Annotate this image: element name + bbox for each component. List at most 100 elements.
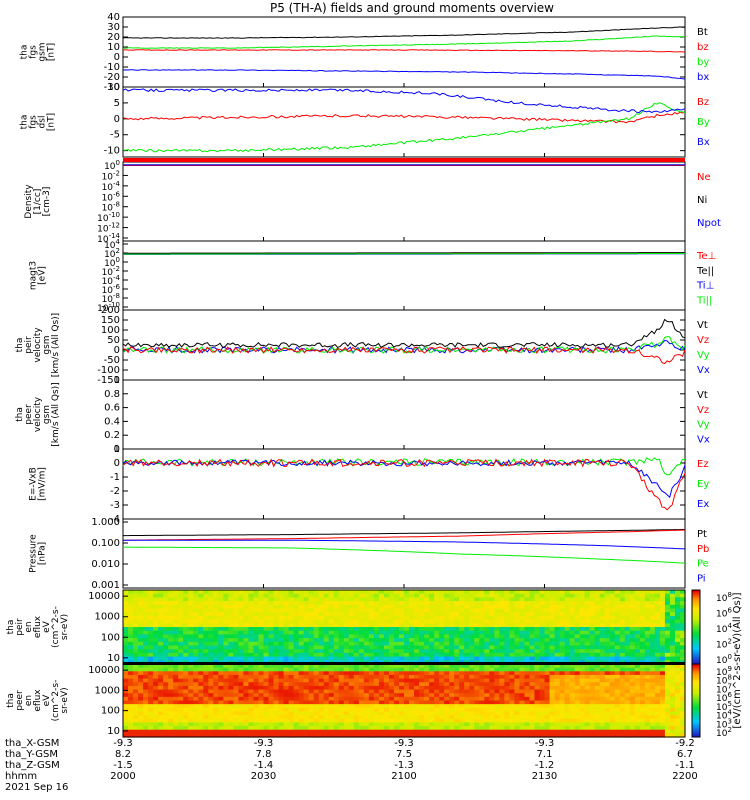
heatmap-cell bbox=[574, 619, 581, 624]
heatmap-cell bbox=[298, 630, 305, 635]
heatmap-cell bbox=[313, 593, 320, 598]
heatmap-cell bbox=[644, 597, 651, 602]
heatmap-cell bbox=[439, 634, 445, 639]
heatmap-cell bbox=[333, 641, 340, 647]
colorbar-cell bbox=[692, 731, 700, 734]
heatmap-cell bbox=[404, 612, 410, 617]
heatmap-cell bbox=[479, 649, 485, 654]
heatmap-cell bbox=[654, 593, 661, 598]
heatmap-cell bbox=[163, 627, 169, 632]
heatmap-cell bbox=[664, 685, 671, 691]
heatmap-cell bbox=[649, 623, 656, 628]
heatmap-cell bbox=[343, 733, 350, 738]
heatmap-cell bbox=[594, 627, 601, 632]
heatmap-cell bbox=[679, 638, 686, 643]
heatmap-cell bbox=[363, 649, 370, 654]
heatmap-cell bbox=[328, 671, 335, 676]
series-line-Bx bbox=[122, 88, 686, 114]
heatmap-cell bbox=[363, 641, 370, 647]
y-tick-label: 5 bbox=[114, 98, 120, 109]
heatmap-cell bbox=[393, 674, 400, 680]
heatmap-cell bbox=[363, 733, 370, 738]
heatmap-cell bbox=[258, 733, 265, 738]
heatmap-cell bbox=[574, 638, 581, 643]
heatmap-cell bbox=[539, 593, 546, 598]
heatmap-cell bbox=[464, 623, 470, 628]
heatmap-cell bbox=[589, 615, 596, 621]
heatmap-cell bbox=[398, 634, 405, 639]
heatmap-cell bbox=[123, 612, 129, 617]
heatmap-cell bbox=[308, 726, 315, 731]
heatmap-cell bbox=[288, 693, 295, 698]
heatmap-cell bbox=[679, 722, 686, 727]
heatmap-cell bbox=[378, 634, 385, 639]
heatmap-cell bbox=[248, 593, 255, 598]
heatmap-cell bbox=[253, 722, 260, 727]
heatmap-cell bbox=[419, 715, 425, 720]
heatmap-cell bbox=[383, 608, 390, 613]
y-tick-label: 50 bbox=[107, 335, 120, 346]
heatmap-cell bbox=[363, 671, 370, 676]
heatmap-cell bbox=[409, 623, 415, 628]
heatmap-cell bbox=[393, 630, 400, 635]
heatmap-cell bbox=[133, 641, 139, 647]
heatmap-cell bbox=[258, 619, 265, 624]
heatmap-cell bbox=[629, 671, 636, 676]
heatmap-cell bbox=[599, 652, 606, 658]
heatmap-cell bbox=[158, 711, 164, 716]
heatmap-cell bbox=[398, 619, 405, 624]
heatmap-cell bbox=[333, 722, 340, 727]
heatmap-cell bbox=[584, 593, 591, 598]
heatmap-cell bbox=[619, 678, 626, 683]
heatmap-cell bbox=[253, 656, 260, 661]
heatmap-cell bbox=[163, 634, 169, 639]
heatmap-cell bbox=[639, 685, 646, 691]
heatmap-cell bbox=[173, 597, 179, 602]
heatmap-cell bbox=[318, 733, 325, 738]
heatmap-cell bbox=[123, 700, 129, 705]
heatmap-cell bbox=[449, 656, 455, 661]
heatmap-cell bbox=[288, 627, 295, 632]
heatmap-cell bbox=[398, 733, 405, 738]
heatmap-cell bbox=[499, 682, 505, 687]
heatmap-cell bbox=[393, 604, 400, 610]
heatmap-cell bbox=[604, 656, 611, 661]
heatmap-cell bbox=[228, 729, 234, 734]
heatmap-cell bbox=[128, 707, 134, 713]
heatmap-cell bbox=[163, 711, 169, 716]
heatmap-cell bbox=[469, 707, 475, 713]
heatmap-cell bbox=[584, 674, 591, 680]
heatmap-cell bbox=[444, 704, 450, 709]
heatmap-cell bbox=[634, 656, 641, 661]
heatmap-cell bbox=[363, 597, 370, 602]
heatmap-cell bbox=[439, 685, 445, 691]
colorbar-cell bbox=[692, 707, 700, 711]
heatmap-cell bbox=[138, 590, 144, 595]
heatmap-cell bbox=[634, 693, 641, 698]
heatmap-cell bbox=[534, 704, 541, 709]
heatmap-cell bbox=[173, 685, 179, 691]
heatmap-cell bbox=[148, 704, 154, 709]
heatmap-cell bbox=[198, 693, 204, 698]
heatmap-cell bbox=[233, 733, 240, 738]
heatmap-cell bbox=[514, 693, 521, 698]
heatmap-cell bbox=[524, 656, 531, 661]
heatmap-cell bbox=[654, 700, 661, 705]
y-axis-label-line: eV bbox=[42, 620, 52, 633]
heatmap-cell bbox=[198, 718, 204, 723]
heatmap-cell bbox=[444, 604, 450, 610]
heatmap-cell bbox=[564, 700, 571, 705]
heatmap-cell bbox=[679, 733, 686, 738]
heatmap-cell bbox=[373, 615, 380, 621]
heatmap-cell bbox=[193, 733, 199, 738]
heatmap-cell bbox=[419, 700, 425, 705]
heatmap-cell bbox=[228, 696, 234, 702]
heatmap-cell bbox=[128, 601, 134, 606]
heatmap-cell bbox=[654, 638, 661, 643]
heatmap-cell bbox=[293, 707, 300, 713]
heatmap-cell bbox=[308, 667, 315, 672]
heatmap-cell bbox=[153, 693, 159, 698]
heatmap-cell bbox=[203, 623, 209, 628]
heatmap-cell bbox=[158, 682, 164, 687]
heatmap-cell bbox=[248, 674, 255, 680]
